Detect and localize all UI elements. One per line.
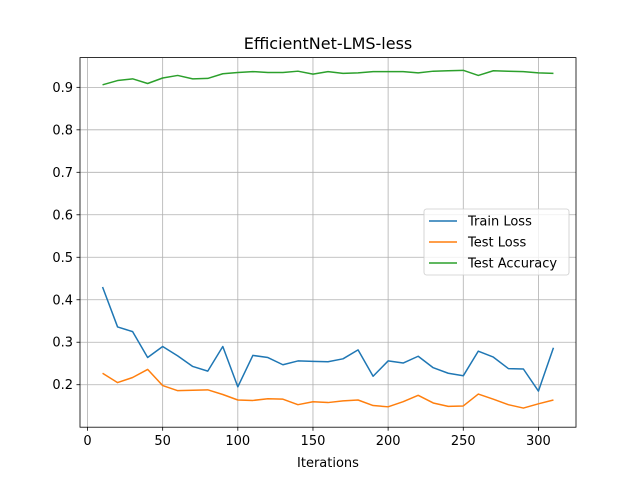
x-tick-label: 100 <box>225 434 250 449</box>
chart-title: EfficientNet-LMS-less <box>244 34 413 53</box>
legend: Train Loss Test Loss Test Accuracy <box>423 208 570 276</box>
x-tick-label: 150 <box>301 434 326 449</box>
series-layer <box>101 69 555 409</box>
x-tick-label: 0 <box>83 434 91 449</box>
legend-label: Test Accuracy <box>467 257 557 272</box>
y-tick-label: 0.4 <box>52 293 73 308</box>
ticks: 0 50 100 150 200 250 300 0.2 0.3 0.4 0.5 0.6 0.7 0.8 0… <box>52 81 551 449</box>
x-tick-label: 200 <box>376 434 401 449</box>
y-tick-label: 0.5 <box>52 251 73 266</box>
x-tick-label: 50 <box>154 434 171 449</box>
plot-frame <box>79 57 577 428</box>
y-tick-label: 0.9 <box>52 81 73 96</box>
legend-label: Train Loss <box>467 215 532 230</box>
y-tick-label: 0.8 <box>52 123 73 138</box>
y-tick-label: 0.7 <box>52 166 73 181</box>
x-tick-label: 250 <box>451 434 476 449</box>
y-tick-label: 0.3 <box>52 336 73 351</box>
series-line-test-accuracy <box>102 69 554 86</box>
series-line-train-loss <box>101 286 555 392</box>
legend-label: Test Loss <box>467 236 526 251</box>
y-tick-label: 0.2 <box>52 378 73 393</box>
legend-box <box>423 208 570 276</box>
x-axis-label: Iterations <box>297 456 359 471</box>
y-tick-label: 0.6 <box>52 208 73 223</box>
x-tick-label: 300 <box>526 434 551 449</box>
series-line-test-loss <box>102 368 554 409</box>
